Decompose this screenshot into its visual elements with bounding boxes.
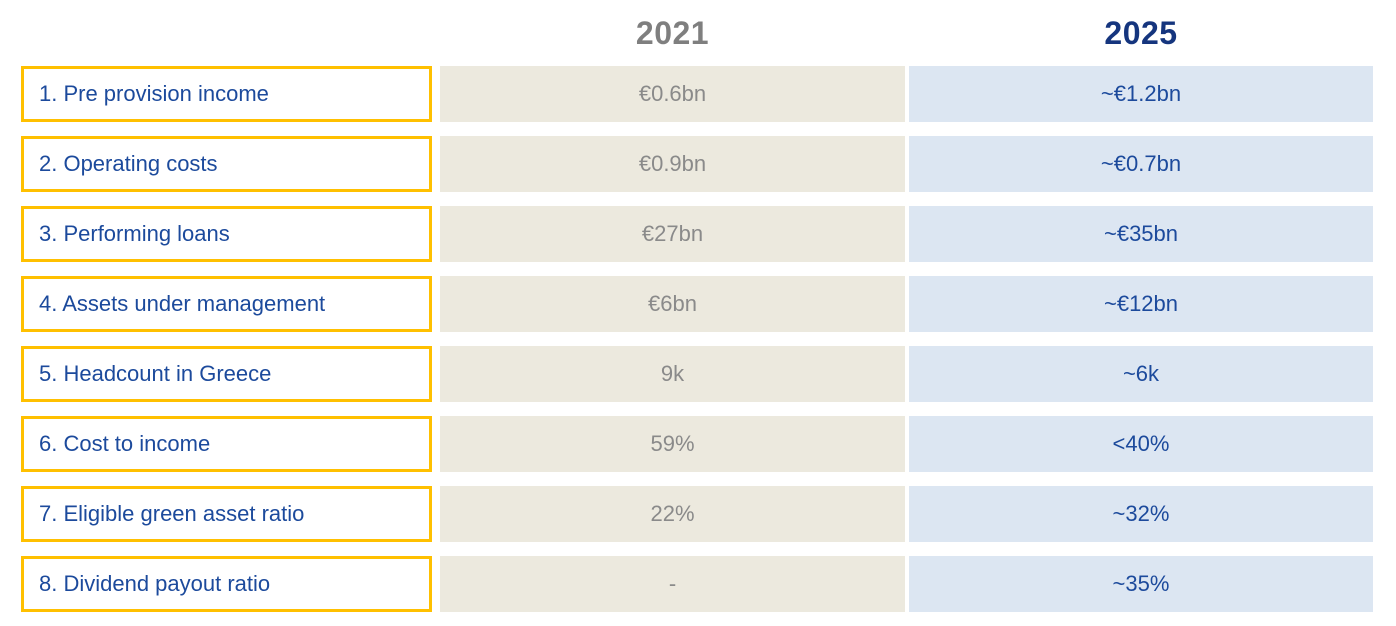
table-row: 7. Eligible green asset ratio 22% ~32% (21, 486, 1381, 542)
table-row: 3. Performing loans €27bn ~€35bn (21, 206, 1381, 262)
metric-label: 3. Performing loans (39, 221, 230, 246)
cell-2025: ~35% (909, 556, 1373, 612)
metric-label-box: 2. Operating costs (21, 136, 432, 192)
table-header-row: 2021 2025 (21, 0, 1381, 66)
cell-2025: ~€12bn (909, 276, 1373, 332)
cell-2021: 59% (440, 416, 905, 472)
table-row: 2. Operating costs €0.9bn ~€0.7bn (21, 136, 1381, 192)
table-row: 5. Headcount in Greece 9k ~6k (21, 346, 1381, 402)
metric-label-box: 3. Performing loans (21, 206, 432, 262)
column-header-2021: 2021 (635, 14, 710, 51)
metric-label-box: 5. Headcount in Greece (21, 346, 432, 402)
targets-table: 2021 2025 1. Pre provision income €0.6bn… (21, 0, 1381, 626)
metric-label: 8. Dividend payout ratio (39, 571, 271, 596)
cell-2025: ~€35bn (909, 206, 1373, 262)
table-row: 1. Pre provision income €0.6bn ~€1.2bn (21, 66, 1381, 122)
column-header-2025: 2025 (1104, 14, 1178, 51)
cell-2021: €0.9bn (440, 136, 905, 192)
table-row: 6. Cost to income 59% <40% (21, 416, 1381, 472)
metric-label: 7. Eligible green asset ratio (39, 501, 305, 526)
cell-2021: - (440, 556, 905, 612)
metric-label-box: 8. Dividend payout ratio (21, 556, 432, 612)
metric-label: 2. Operating costs (39, 151, 218, 176)
cell-2021: €0.6bn (440, 66, 905, 122)
cell-2021: €6bn (440, 276, 905, 332)
cell-2025: <40% (909, 416, 1373, 472)
metric-label: 5. Headcount in Greece (39, 361, 272, 386)
metric-label-box: 1. Pre provision income (21, 66, 432, 122)
metric-label: 1. Pre provision income (39, 81, 269, 106)
cell-2025: ~6k (909, 346, 1373, 402)
cell-2021: 9k (440, 346, 905, 402)
cell-2025: ~€1.2bn (909, 66, 1373, 122)
table-row: 8. Dividend payout ratio - ~35% (21, 556, 1381, 612)
metric-label: 4. Assets under management (39, 291, 326, 316)
cell-2025: ~€0.7bn (909, 136, 1373, 192)
metric-label: 6. Cost to income (39, 431, 211, 456)
cell-2021: €27bn (440, 206, 905, 262)
cell-2021: 22% (440, 486, 905, 542)
metric-label-box: 4. Assets under management (21, 276, 432, 332)
table-row: 4. Assets under management €6bn ~€12bn (21, 276, 1381, 332)
metric-label-box: 6. Cost to income (21, 416, 432, 472)
metric-label-box: 7. Eligible green asset ratio (21, 486, 432, 542)
cell-2025: ~32% (909, 486, 1373, 542)
